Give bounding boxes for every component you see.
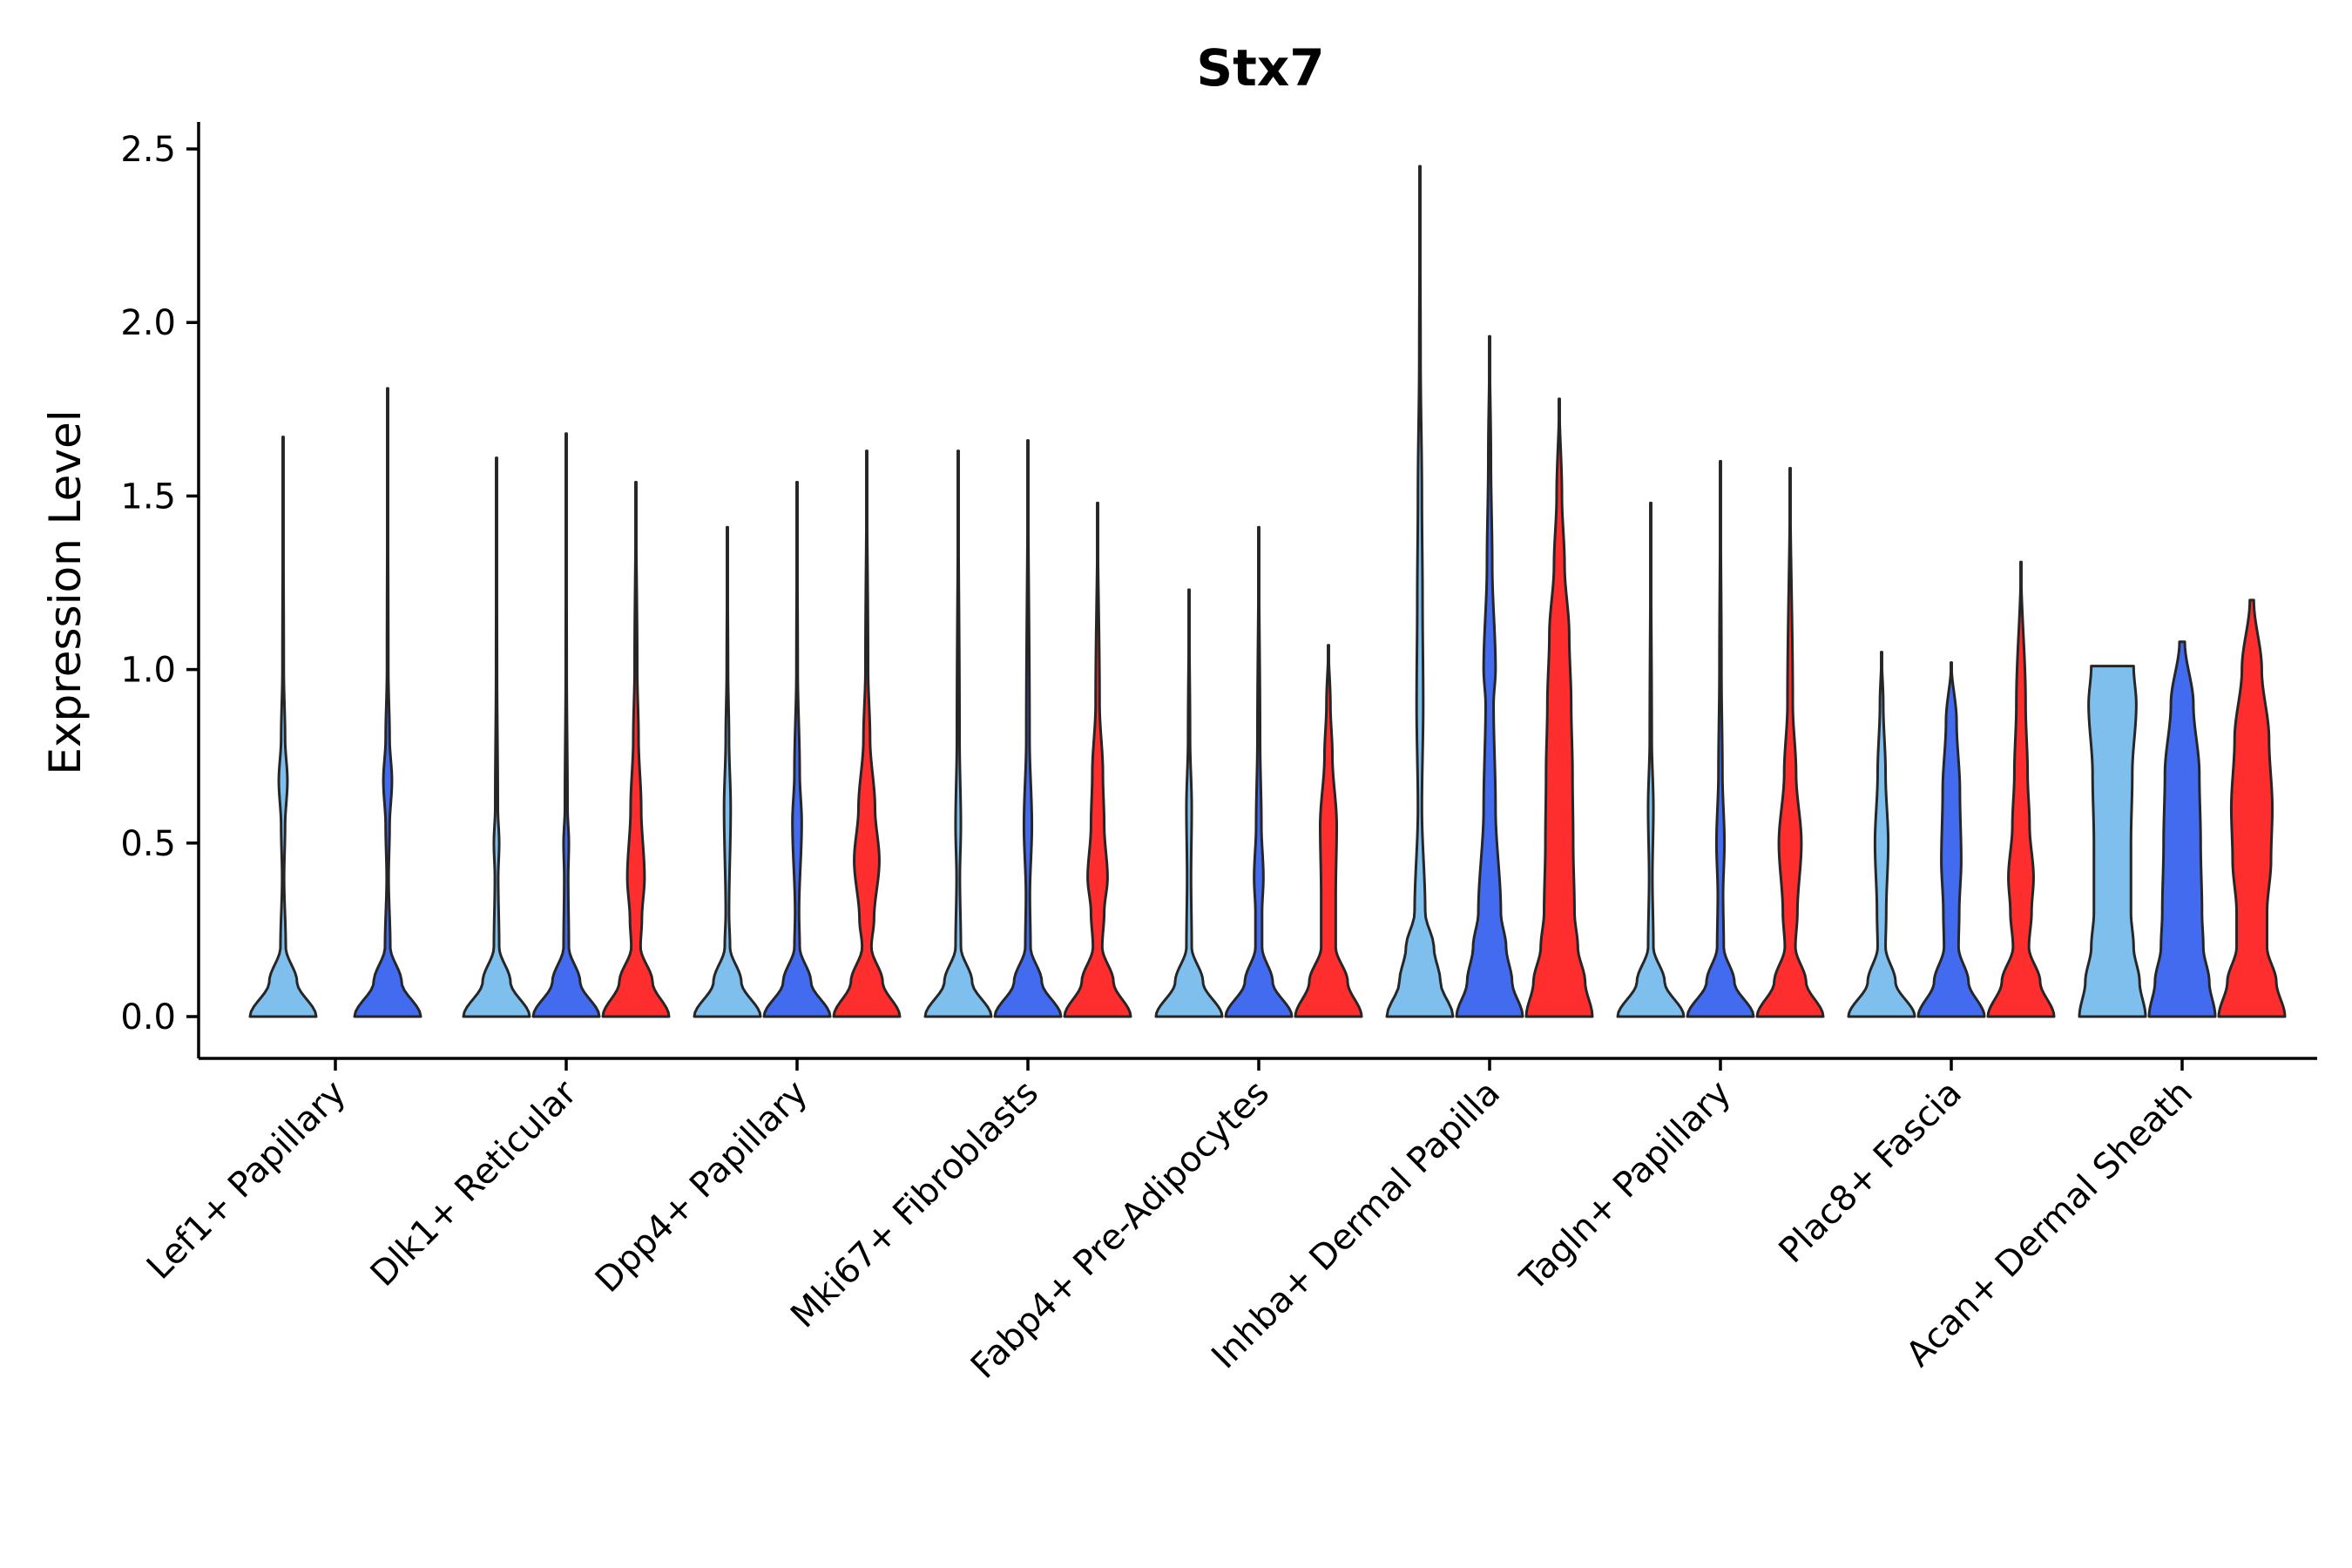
- y-axis-label: Expression Level: [40, 409, 91, 774]
- violin-group-2: [993, 439, 1063, 1018]
- y-tick-label: 0.0: [120, 997, 176, 1037]
- violin-group: [693, 449, 902, 1018]
- y-tick-label: 0.5: [120, 824, 176, 864]
- violin-group-3: [1063, 501, 1132, 1018]
- violin-group-2: [1224, 525, 1294, 1018]
- violin-group-1: [1154, 588, 1224, 1018]
- violin-group-2: [353, 387, 422, 1018]
- violin-group-3: [1524, 397, 1594, 1018]
- y-tick-label: 2.0: [120, 303, 176, 343]
- violin-group: [1154, 525, 1363, 1018]
- chart-title: Stx7: [1196, 38, 1324, 98]
- x-tick-label: Dpp4+ Papillary: [588, 1073, 815, 1301]
- violin-group-1: [693, 525, 762, 1018]
- violin-group-2: [762, 480, 832, 1018]
- violin-group: [923, 439, 1132, 1018]
- violin-group: [462, 432, 671, 1018]
- y-tick-label: 1.5: [120, 476, 176, 517]
- violin-group: [1616, 460, 1825, 1018]
- violin-group: [248, 387, 422, 1018]
- violin-group-2: [1455, 335, 1524, 1018]
- violin-group-1: [462, 456, 531, 1018]
- violin-group: [2078, 598, 2287, 1018]
- violin-group-1: [1616, 501, 1686, 1018]
- violin-group: [1847, 560, 2056, 1018]
- x-tick-label: Dlk1+ Reticular: [363, 1072, 585, 1294]
- violin-group-2: [1916, 661, 1986, 1018]
- violin-group: [1385, 165, 1594, 1018]
- violin-group-2: [531, 432, 601, 1018]
- x-tick-label: Plac8+ Fascia: [1772, 1073, 1970, 1272]
- violin-group-1: [2078, 665, 2147, 1018]
- y-tick-label: 1.0: [120, 651, 176, 691]
- violin-group-3: [1755, 467, 1825, 1018]
- violin-group-1: [923, 449, 993, 1018]
- violin-group-3: [832, 449, 902, 1018]
- violin-group-3: [2217, 598, 2287, 1018]
- violin-group-3: [1986, 560, 2056, 1018]
- violin-group-3: [1294, 644, 1363, 1018]
- x-tick-label: Lef1+ Papillary: [139, 1073, 354, 1288]
- violin-group-2: [2147, 640, 2217, 1018]
- violin-group-1: [248, 436, 318, 1018]
- violin-group-1: [1385, 165, 1455, 1018]
- x-tick-label: Mki67+ Fibroblasts: [783, 1073, 1046, 1336]
- violin-group-2: [1686, 460, 1755, 1018]
- axes-layer: 0.0 0.5 1.0 1.5 2.0 2.5 Lef1+ Papillary Dlk1+ R…: [120, 122, 2317, 1387]
- violin-group-1: [1847, 651, 1916, 1018]
- violin-group-3: [601, 480, 671, 1018]
- violins-layer: [248, 165, 2287, 1018]
- y-tick-label: 2.5: [120, 130, 176, 170]
- x-tick-label: Tagln+ Papillary: [1512, 1073, 1739, 1300]
